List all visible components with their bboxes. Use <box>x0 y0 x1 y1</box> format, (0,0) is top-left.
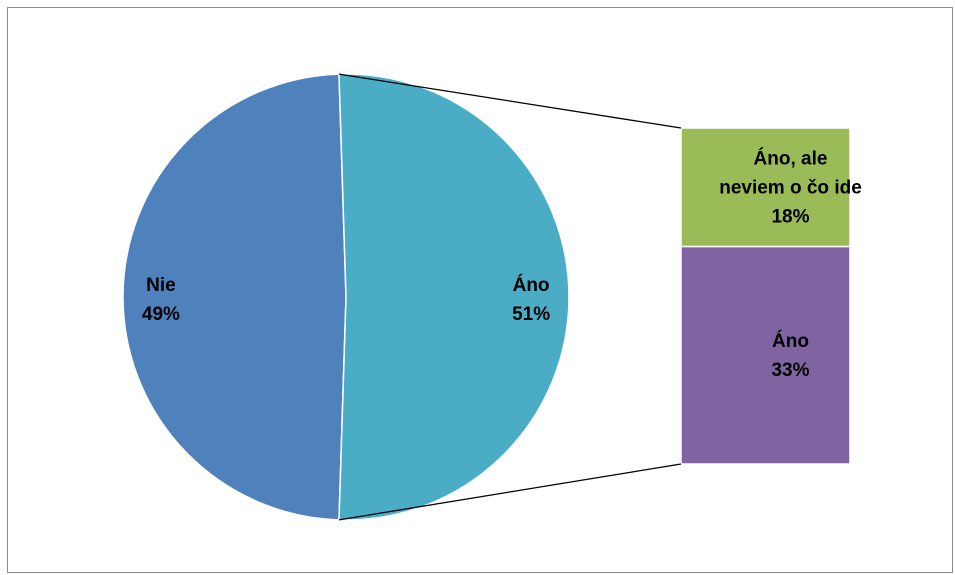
data-label-ano: Áno 51% <box>512 274 550 325</box>
connector-line-top <box>338 73 682 129</box>
data-label-name: neviem o čo ide <box>719 177 862 198</box>
data-label-name: Áno <box>513 274 550 296</box>
data-labels: Nie 49%Áno 51%Áno, ale neviem o čo ide 18%Án… <box>142 147 862 381</box>
data-label-name: Áno, ale <box>754 147 828 169</box>
data-label-name: Nie <box>146 275 176 296</box>
breakdown-bar-layer <box>680 127 851 465</box>
bar-segment-ano <box>680 245 851 465</box>
bar-segment-ano-ale-neviem-o-co-ide <box>680 127 851 248</box>
data-label-segment-1: Áno, ale neviem o čo ide 18% <box>719 147 862 227</box>
connector-lines <box>338 73 682 521</box>
data-label-segment-2: Áno 33% <box>771 330 809 381</box>
connector-line-bottom <box>338 463 682 521</box>
data-label-name: Áno <box>772 330 809 352</box>
pie-slice-nie <box>122 73 347 521</box>
pie-slice-ano <box>338 73 570 521</box>
data-label-value: 51% <box>512 304 550 325</box>
data-label-value: 33% <box>771 360 809 381</box>
data-label-value: 49% <box>142 304 180 325</box>
data-label-nie: Nie 49% <box>142 275 180 325</box>
pie-layer <box>122 73 570 521</box>
data-label-value: 18% <box>771 206 809 227</box>
